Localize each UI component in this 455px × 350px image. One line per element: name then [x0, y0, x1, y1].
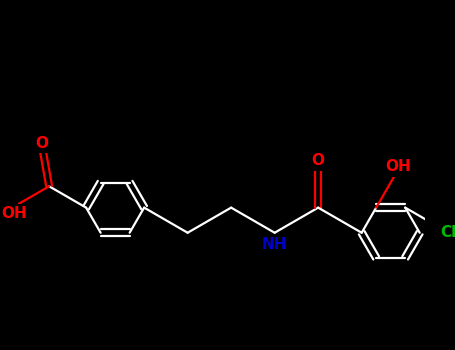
- Text: NH: NH: [262, 237, 288, 252]
- Text: O: O: [35, 136, 48, 151]
- Text: OH: OH: [1, 206, 27, 221]
- Text: O: O: [311, 153, 324, 168]
- Text: OH: OH: [385, 159, 411, 174]
- Text: Cl: Cl: [440, 225, 455, 240]
